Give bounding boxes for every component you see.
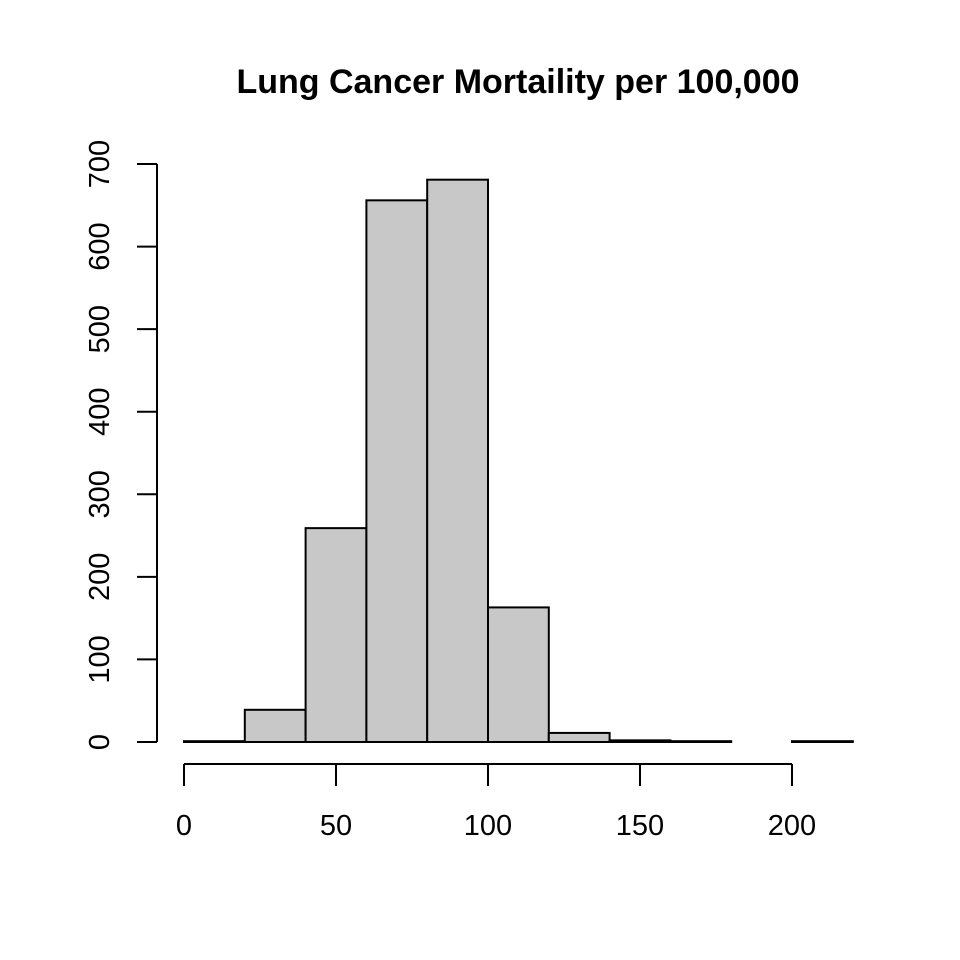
y-tick-label-7: 700 bbox=[84, 140, 116, 188]
y-tick-label-0: 0 bbox=[84, 734, 116, 750]
x-tick-label-4: 200 bbox=[768, 810, 816, 842]
histogram-bar-8 bbox=[669, 740, 733, 743]
bars-group bbox=[183, 178, 854, 744]
histogram-bar-7 bbox=[608, 739, 672, 744]
histogram-bar-0 bbox=[183, 740, 246, 743]
y-axis: 0 100 200 300 400 500 600 700 bbox=[84, 140, 158, 750]
y-tick-label-5: 500 bbox=[84, 305, 116, 353]
histogram-bar-10 bbox=[791, 740, 854, 743]
histogram-bar-3 bbox=[365, 199, 429, 743]
y-tick-label-4: 400 bbox=[84, 388, 116, 436]
y-tick-label-1: 100 bbox=[84, 635, 116, 683]
x-tick-label-1: 50 bbox=[320, 810, 352, 842]
y-tick-label-3: 300 bbox=[84, 470, 116, 518]
x-tick-label-2: 100 bbox=[464, 810, 512, 842]
chart-title: Lung Cancer Mortaility per 100,000 bbox=[236, 63, 799, 101]
x-axis: 0 50 100 150 200 bbox=[176, 763, 816, 842]
x-tick-label-3: 150 bbox=[616, 810, 664, 842]
histogram-bar-5 bbox=[487, 606, 550, 743]
y-tick-label-2: 200 bbox=[84, 553, 116, 601]
histogram-bar-1 bbox=[243, 708, 307, 743]
y-tick-label-6: 600 bbox=[84, 222, 116, 270]
x-tick-label-0: 0 bbox=[176, 810, 192, 842]
histogram-bar-6 bbox=[547, 731, 611, 743]
histogram-bar-2 bbox=[304, 527, 368, 744]
histogram-bar-4 bbox=[426, 178, 490, 743]
